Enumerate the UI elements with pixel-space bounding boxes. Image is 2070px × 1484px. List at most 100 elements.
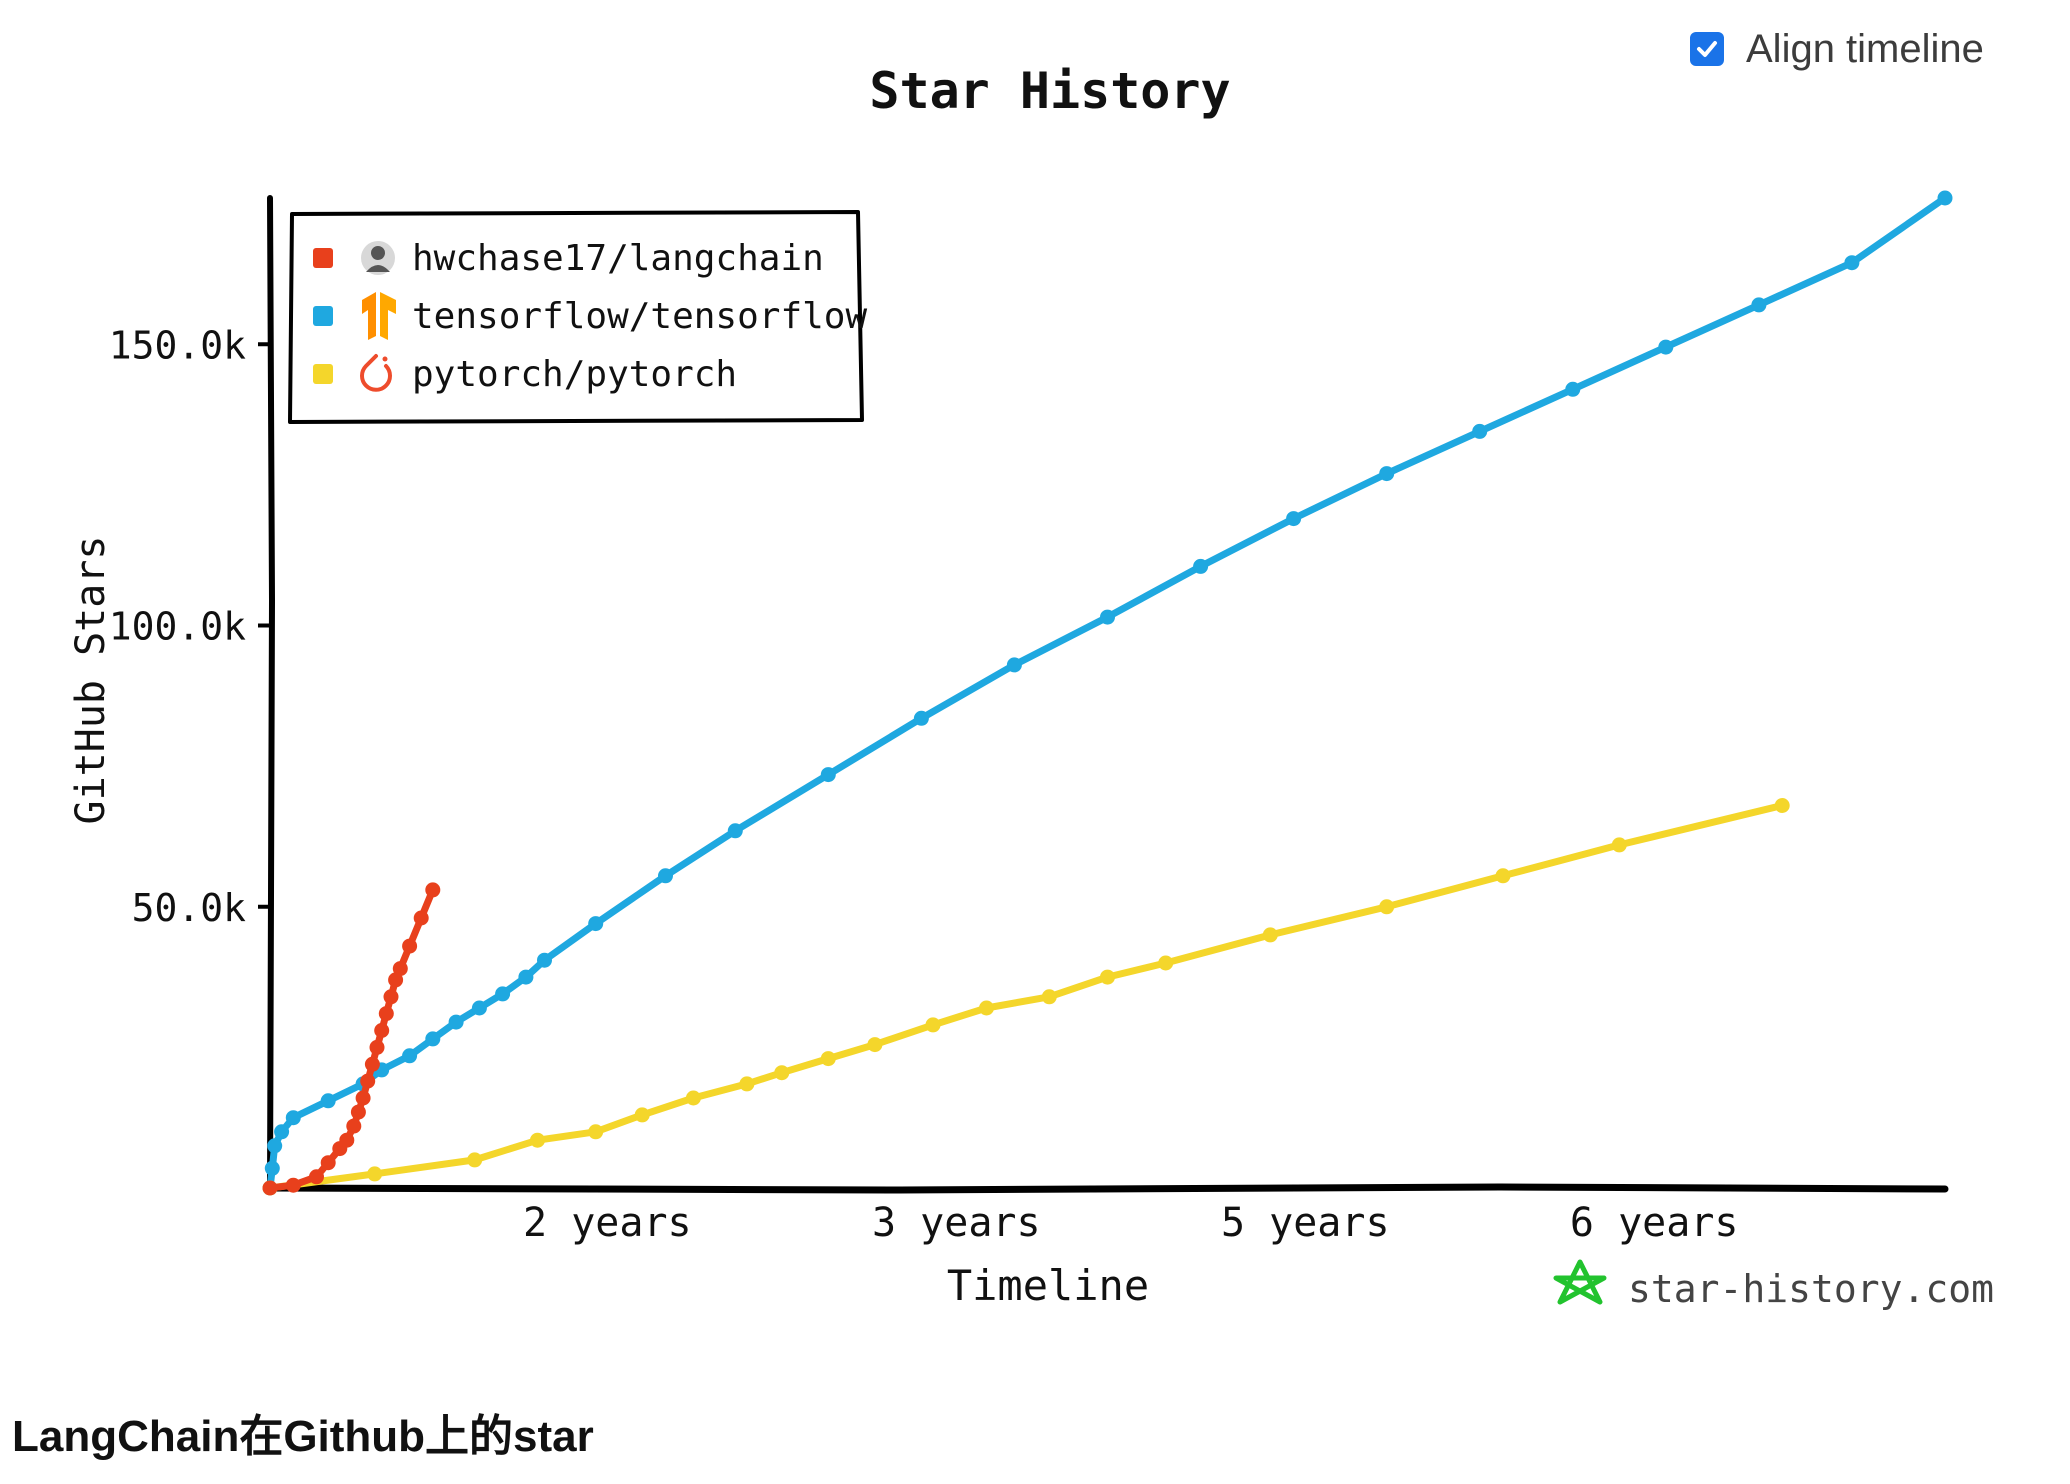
data-point[interactable] [1193, 558, 1209, 574]
data-point[interactable] [346, 1118, 362, 1134]
data-point[interactable] [1379, 899, 1395, 915]
data-point[interactable] [320, 1155, 336, 1171]
data-point[interactable] [634, 1107, 650, 1123]
data-point[interactable] [1041, 989, 1057, 1005]
data-point[interactable] [1611, 837, 1627, 853]
data-point[interactable] [1262, 927, 1278, 943]
legend-item-pytorch[interactable]: pytorch/pytorch [313, 354, 737, 395]
data-point[interactable] [1774, 798, 1790, 813]
data-point[interactable] [658, 868, 673, 884]
data-point[interactable] [350, 1104, 366, 1120]
data-point[interactable] [413, 910, 429, 926]
data-point[interactable] [392, 961, 408, 977]
data-point[interactable] [913, 710, 929, 726]
data-point[interactable] [320, 1093, 336, 1109]
y-tick-label: 50.0k [132, 886, 247, 930]
data-point[interactable] [739, 1076, 755, 1092]
data-point[interactable] [285, 1110, 301, 1126]
data-point[interactable] [378, 1006, 394, 1022]
y-tick-label: 150.0k [109, 323, 246, 367]
series-langchain [262, 882, 441, 1196]
star-history-chart: Star History 50.0k 100.0k 150.0k 2 years 3 … [68, 62, 1994, 1311]
x-tick-label: 2 years [523, 1200, 692, 1246]
x-tick-label: 3 years [872, 1200, 1041, 1246]
data-point[interactable] [1100, 969, 1115, 985]
data-point[interactable] [402, 1048, 418, 1064]
data-point[interactable] [495, 986, 511, 1002]
data-point[interactable] [820, 1051, 836, 1067]
data-point[interactable] [267, 1138, 283, 1154]
data-point[interactable] [727, 823, 743, 839]
checkbox-checked-icon[interactable] [1690, 32, 1724, 66]
data-point[interactable] [774, 1065, 790, 1081]
x-axis-ticks: 2 years 3 years 5 years 6 years [523, 1200, 1738, 1246]
legend-box [288, 210, 864, 424]
data-point[interactable] [367, 1166, 383, 1182]
y-axis-label: GitHub Stars [68, 536, 114, 825]
data-point[interactable] [979, 1000, 994, 1016]
data-point[interactable] [1379, 466, 1395, 482]
data-point[interactable] [467, 1152, 483, 1168]
data-point[interactable] [1565, 381, 1581, 397]
data-point[interactable] [1100, 609, 1115, 625]
data-point[interactable] [820, 767, 836, 783]
data-point[interactable] [383, 989, 399, 1005]
data-point[interactable] [588, 1124, 604, 1140]
legend-item-langchain[interactable]: hwchase17/langchain [313, 238, 824, 279]
data-point[interactable] [1472, 423, 1488, 439]
legend-swatch [313, 364, 333, 384]
data-point[interactable] [1844, 255, 1860, 271]
data-point[interactable] [1937, 190, 1953, 206]
pytorch-icon [360, 354, 392, 392]
data-point[interactable] [369, 1039, 385, 1055]
data-point[interactable] [360, 1073, 376, 1089]
y-tick-label: 100.0k [109, 605, 246, 649]
legend-swatch [313, 248, 333, 268]
data-point[interactable] [285, 1177, 301, 1193]
data-point[interactable] [402, 938, 418, 954]
data-point[interactable] [374, 1023, 390, 1038]
data-point[interactable] [471, 1000, 487, 1016]
data-point[interactable] [309, 1169, 324, 1185]
data-point[interactable] [388, 972, 404, 988]
data-point[interactable] [339, 1132, 355, 1148]
data-point[interactable] [1158, 955, 1174, 971]
data-point[interactable] [588, 916, 604, 932]
data-point[interactable] [530, 1132, 545, 1148]
data-point[interactable] [355, 1090, 371, 1106]
data-point[interactable] [685, 1090, 701, 1106]
data-point[interactable] [425, 882, 441, 898]
series-pytorch [262, 798, 1790, 1196]
data-point[interactable] [518, 969, 534, 985]
figure-caption: LangChain在Github上的star [12, 1412, 594, 1461]
data-point[interactable] [1495, 868, 1511, 884]
legend-label: pytorch/pytorch [412, 354, 737, 395]
x-tick-label: 5 years [1221, 1200, 1390, 1246]
legend-label: hwchase17/langchain [412, 238, 824, 279]
data-point[interactable] [262, 1180, 278, 1196]
tensorflow-icon [362, 292, 396, 340]
legend-swatch [313, 306, 333, 326]
chart-card: Align timeline Star History 50.0k 100.0k 1… [68, 26, 1995, 1311]
data-point[interactable] [1286, 511, 1302, 527]
data-point[interactable] [274, 1124, 290, 1140]
data-point[interactable] [1658, 339, 1674, 355]
data-point[interactable] [1751, 297, 1767, 313]
align-timeline-toggle[interactable]: Align timeline [1690, 26, 1984, 72]
legend: hwchase17/langchain tensorflow/tensorflo… [288, 210, 867, 424]
series-layer [262, 190, 1953, 1196]
x-axis-line [264, 1183, 1949, 1194]
star-icon [1553, 1259, 1607, 1305]
data-point[interactable] [425, 1031, 441, 1047]
data-point[interactable] [867, 1037, 883, 1053]
data-point[interactable] [364, 1056, 380, 1072]
avatar-icon [361, 241, 395, 275]
star-history-watermark[interactable]: star-history.com [1553, 1259, 1994, 1311]
data-point[interactable] [1006, 657, 1022, 673]
data-point[interactable] [264, 1160, 280, 1176]
data-point[interactable] [925, 1017, 941, 1033]
legend-item-tensorflow[interactable]: tensorflow/tensorflow [313, 292, 867, 340]
data-point[interactable] [537, 952, 552, 968]
data-point[interactable] [448, 1014, 464, 1030]
y-axis-line [267, 195, 276, 1193]
